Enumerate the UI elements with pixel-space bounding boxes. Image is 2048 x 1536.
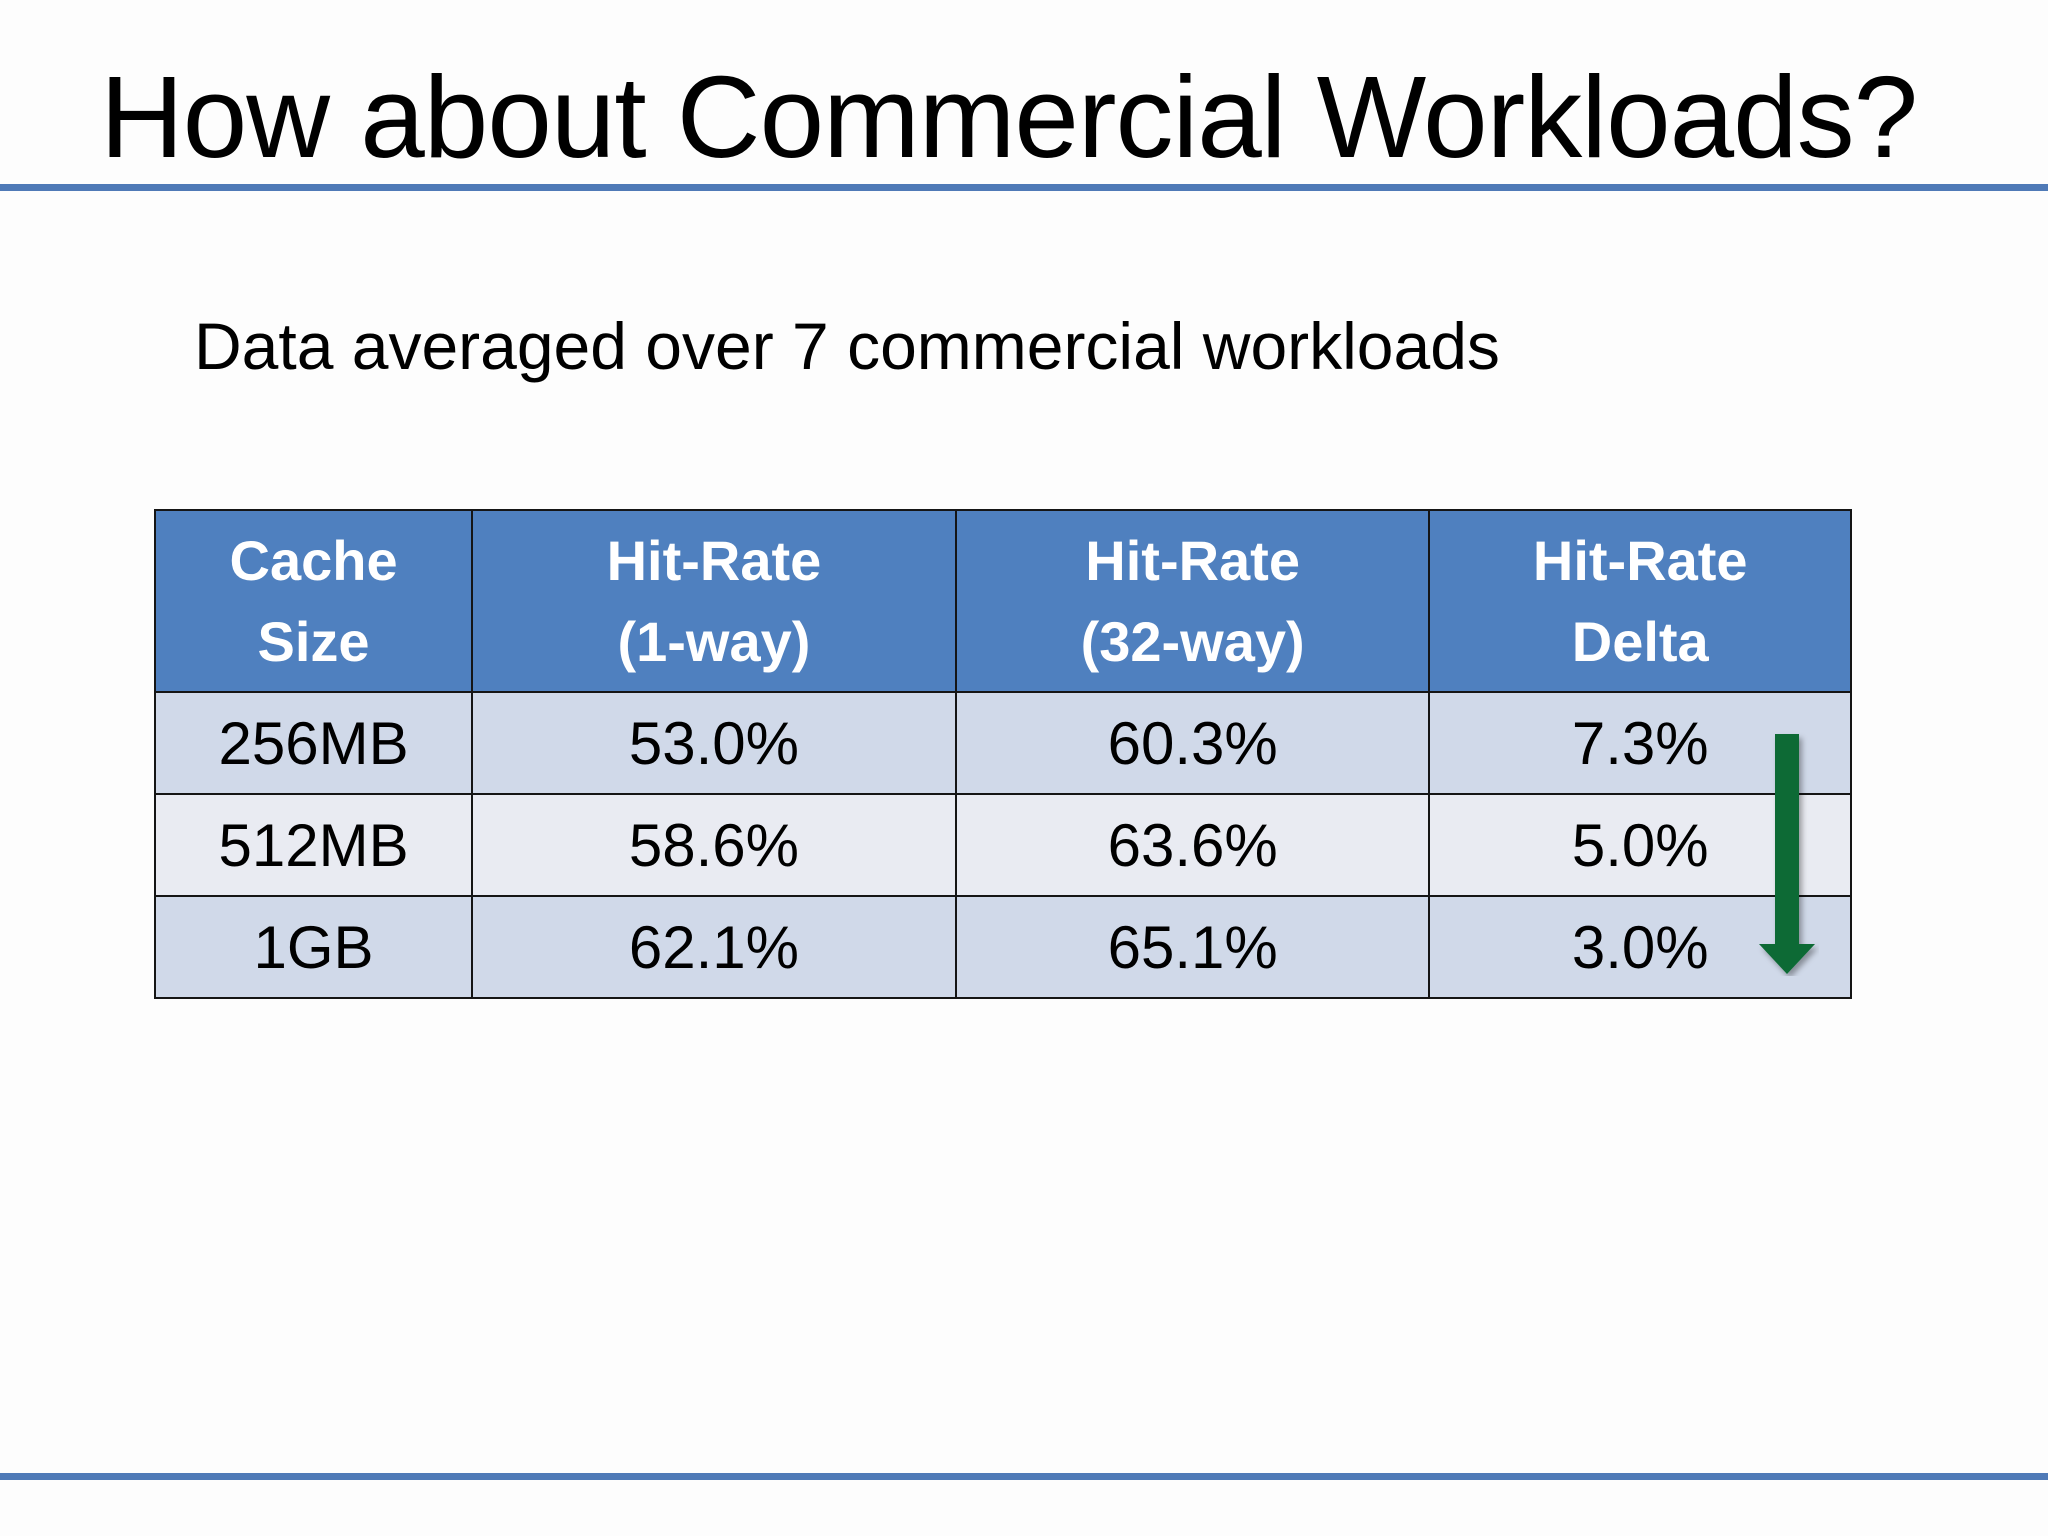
slide-title: How about Commercial Workloads?	[100, 52, 1918, 182]
header-line: (1-way)	[617, 610, 811, 673]
title-divider	[0, 184, 2048, 191]
header-line: Size	[257, 610, 370, 673]
cell-cache-size: 512MB	[153, 793, 474, 897]
table-row: 1GB 62.1% 65.1% 3.0%	[153, 895, 1852, 999]
cell-hit-rate-1-way: 62.1%	[471, 895, 957, 999]
table-header-row: Cache Size Hit-Rate (1-way) Hit-Rate (32…	[153, 509, 1852, 693]
header-line: Cache	[229, 529, 398, 592]
footer-divider	[0, 1473, 2048, 1480]
header-line: Hit-Rate	[1532, 529, 1748, 592]
cell-hit-rate-32-way: 60.3%	[954, 691, 1431, 795]
header-cache-size: Cache Size	[153, 509, 474, 693]
cell-hit-rate-1-way: 58.6%	[471, 793, 957, 897]
header-line: Hit-Rate	[1085, 529, 1300, 592]
header-line: (32-way)	[1080, 610, 1305, 673]
header-hit-rate-delta: Hit-Rate Delta	[1428, 509, 1852, 693]
cell-hit-rate-32-way: 63.6%	[954, 793, 1431, 897]
header-line: Hit-Rate	[606, 529, 822, 592]
table-row: 512MB 58.6% 63.6% 5.0%	[153, 793, 1852, 897]
header-hit-rate-32-way: Hit-Rate (32-way)	[954, 509, 1431, 693]
cell-cache-size: 1GB	[153, 895, 474, 999]
cell-hit-rate-32-way: 65.1%	[954, 895, 1431, 999]
header-hit-rate-1-way: Hit-Rate (1-way)	[471, 509, 957, 693]
hit-rate-table: Cache Size Hit-Rate (1-way) Hit-Rate (32…	[153, 509, 1852, 999]
table-row: 256MB 53.0% 60.3% 7.3%	[153, 691, 1852, 795]
cell-hit-rate-1-way: 53.0%	[471, 691, 957, 795]
down-arrow-icon	[1759, 734, 1815, 974]
slide-subtitle: Data averaged over 7 commercial workload…	[194, 309, 1500, 383]
cell-cache-size: 256MB	[153, 691, 474, 795]
header-line: Delta	[1571, 610, 1709, 673]
